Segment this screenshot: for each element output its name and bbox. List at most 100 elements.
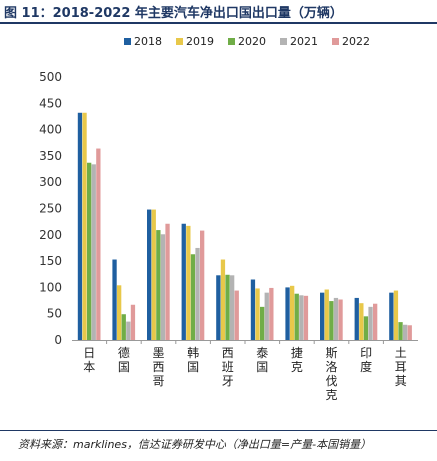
bar-2022 — [234, 290, 239, 340]
x-category-label: 韩 — [187, 345, 199, 360]
footer-divider — [0, 430, 437, 431]
x-category-label: 斯 — [325, 346, 337, 360]
bar-2020 — [156, 230, 161, 340]
bar-2019 — [220, 259, 226, 340]
bar-2018 — [389, 292, 394, 340]
chart-legend: 2018 2019 2020 2021 2022 — [124, 35, 370, 48]
bar-2019 — [359, 303, 364, 340]
bar-2020 — [190, 254, 196, 340]
y-tick-label: 450 — [39, 96, 62, 110]
x-category-label: 国 — [187, 360, 199, 374]
source-note: 资料来源：marklines，信达证券研发中心（净出口量=产量-本国销量） — [18, 438, 372, 451]
y-tick-label: 400 — [39, 123, 62, 137]
bar-2021 — [195, 247, 200, 340]
bar-2019 — [82, 112, 87, 341]
bar-2018 — [181, 223, 186, 340]
x-category-label: 墨 — [152, 346, 164, 360]
x-category-label: 牙 — [222, 374, 234, 388]
bar-2021 — [403, 324, 408, 340]
bar-chart: 2018 2019 2020 2021 2022 0 50 100 150 200 250 300 3… — [39, 35, 418, 402]
y-axis: 0 50 100 150 200 250 300 350 400 450 500 — [39, 70, 62, 347]
bar-2020 — [87, 162, 92, 340]
x-category-label: 其 — [395, 374, 407, 388]
title-bar: 图 11：2018-2022 年主要汽车净出口国出口量（万辆） — [0, 0, 437, 24]
bar-2021 — [299, 295, 304, 340]
x-category-label: 西 — [152, 360, 164, 374]
legend-label-2022: 2022 — [342, 35, 370, 48]
bar-2021 — [160, 234, 166, 340]
x-category-label: 国 — [256, 360, 268, 374]
legend-label-2021: 2021 — [290, 35, 318, 48]
bar-2022 — [200, 230, 205, 340]
bar-2018 — [77, 112, 83, 341]
legend-swatch-2020 — [228, 38, 235, 45]
bar-2019 — [255, 288, 260, 340]
y-tick-label: 250 — [39, 202, 62, 216]
bar-2018 — [320, 292, 325, 340]
x-category-label: 伐 — [325, 374, 337, 388]
x-category-label: 克 — [291, 360, 303, 374]
bar-2018 — [354, 297, 359, 340]
y-tick-label: 350 — [39, 149, 62, 163]
bar-2022 — [165, 223, 170, 340]
bar-2020 — [225, 274, 230, 340]
bar-2019 — [186, 225, 191, 340]
x-category-label: 日 — [83, 346, 95, 360]
x-category-label: 土 — [395, 346, 407, 360]
y-tick-label: 0 — [54, 333, 62, 347]
x-category-label: 耳 — [395, 360, 407, 374]
bar-2018 — [112, 259, 117, 340]
bar-2021 — [333, 297, 339, 340]
bar-2021 — [126, 321, 131, 340]
bar-2020 — [329, 301, 334, 340]
y-tick-label: 200 — [39, 228, 62, 242]
bar-2022 — [373, 303, 378, 340]
bar-2020 — [121, 314, 126, 340]
y-tick-label: 50 — [47, 307, 62, 321]
bar-2019 — [151, 209, 156, 340]
x-category-label: 洛 — [325, 359, 337, 374]
bar-2018 — [250, 279, 256, 340]
bar-2020 — [260, 306, 265, 340]
bar-2021 — [230, 275, 235, 340]
bar-2019 — [324, 289, 329, 340]
bar-2020 — [294, 293, 299, 340]
y-tick-label: 300 — [39, 175, 62, 189]
bar-2022 — [96, 148, 101, 340]
bar-2020 — [363, 316, 369, 340]
legend-swatch-2019 — [176, 38, 183, 45]
x-category-label: 度 — [360, 359, 372, 374]
bar-2019 — [393, 290, 399, 340]
chart-bars — [77, 112, 412, 341]
x-category-label: 班 — [222, 360, 234, 374]
x-category-label: 克 — [325, 388, 337, 402]
bar-2022 — [407, 325, 412, 340]
bar-2021 — [91, 164, 96, 340]
bar-2022 — [269, 287, 274, 340]
y-tick-label: 100 — [39, 280, 62, 294]
bar-2022 — [303, 295, 309, 340]
x-category-label: 泰 — [256, 346, 268, 360]
legend-swatch-2021 — [280, 38, 287, 45]
x-category-label: 印 — [360, 346, 372, 360]
bar-2022 — [130, 304, 136, 340]
figure-title: 图 11：2018-2022 年主要汽车净出口国出口量（万辆） — [4, 6, 343, 21]
bar-2021 — [264, 292, 269, 340]
legend-label-2020: 2020 — [238, 35, 266, 48]
bar-2019 — [117, 285, 122, 340]
legend-swatch-2018 — [124, 38, 131, 45]
bar-2018 — [285, 287, 290, 340]
legend-swatch-2022 — [332, 38, 339, 45]
bar-2020 — [398, 322, 403, 340]
y-tick-label: 150 — [39, 254, 62, 268]
bar-2021 — [368, 306, 373, 340]
x-category-label: 捷 — [291, 346, 303, 360]
x-category-label: 德 — [118, 345, 130, 360]
legend-label-2018: 2018 — [134, 35, 162, 48]
bar-2022 — [338, 299, 343, 340]
bar-2018 — [147, 209, 152, 340]
bar-2018 — [216, 275, 221, 340]
x-category-label: 西 — [222, 346, 234, 360]
x-category-label: 本 — [83, 360, 95, 374]
